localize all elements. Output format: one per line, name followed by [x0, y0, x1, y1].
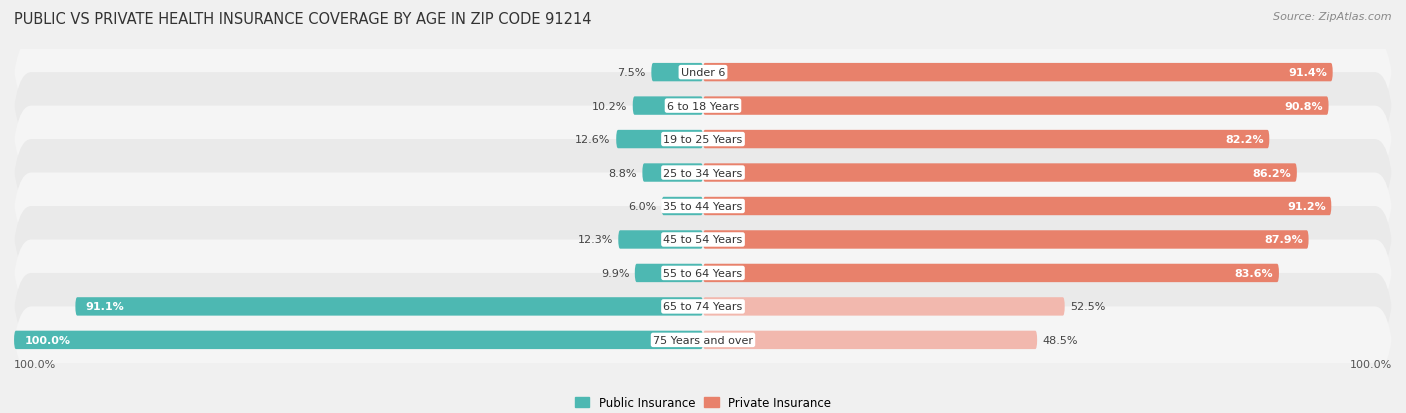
FancyBboxPatch shape — [11, 6, 1395, 140]
FancyBboxPatch shape — [703, 131, 1270, 149]
Text: Source: ZipAtlas.com: Source: ZipAtlas.com — [1274, 12, 1392, 22]
FancyBboxPatch shape — [662, 197, 703, 216]
Legend: Public Insurance, Private Insurance: Public Insurance, Private Insurance — [571, 392, 835, 413]
FancyBboxPatch shape — [643, 164, 703, 182]
Text: 48.5%: 48.5% — [1043, 335, 1078, 345]
Text: PUBLIC VS PRIVATE HEALTH INSURANCE COVERAGE BY AGE IN ZIP CODE 91214: PUBLIC VS PRIVATE HEALTH INSURANCE COVER… — [14, 12, 592, 27]
Text: 100.0%: 100.0% — [14, 359, 56, 369]
Text: 6.0%: 6.0% — [628, 202, 657, 211]
Text: 8.8%: 8.8% — [609, 168, 637, 178]
FancyBboxPatch shape — [703, 264, 1279, 282]
Text: 25 to 34 Years: 25 to 34 Years — [664, 168, 742, 178]
Text: 19 to 25 Years: 19 to 25 Years — [664, 135, 742, 145]
Text: 52.5%: 52.5% — [1070, 301, 1105, 312]
FancyBboxPatch shape — [11, 173, 1395, 307]
FancyBboxPatch shape — [11, 40, 1395, 173]
Text: 12.3%: 12.3% — [578, 235, 613, 245]
FancyBboxPatch shape — [633, 97, 703, 116]
Text: 10.2%: 10.2% — [592, 101, 627, 112]
FancyBboxPatch shape — [651, 64, 703, 82]
FancyBboxPatch shape — [619, 231, 703, 249]
FancyBboxPatch shape — [11, 106, 1395, 240]
Text: 45 to 54 Years: 45 to 54 Years — [664, 235, 742, 245]
FancyBboxPatch shape — [11, 273, 1395, 407]
Text: 75 Years and over: 75 Years and over — [652, 335, 754, 345]
FancyBboxPatch shape — [14, 331, 703, 349]
FancyBboxPatch shape — [76, 297, 703, 316]
Text: 90.8%: 90.8% — [1285, 101, 1323, 112]
Text: 100.0%: 100.0% — [1350, 359, 1392, 369]
Text: Under 6: Under 6 — [681, 68, 725, 78]
FancyBboxPatch shape — [616, 131, 703, 149]
FancyBboxPatch shape — [11, 240, 1395, 373]
Text: 83.6%: 83.6% — [1234, 268, 1274, 278]
Text: 100.0%: 100.0% — [24, 335, 70, 345]
Text: 6 to 18 Years: 6 to 18 Years — [666, 101, 740, 112]
Text: 91.4%: 91.4% — [1288, 68, 1327, 78]
FancyBboxPatch shape — [703, 97, 1329, 116]
Text: 86.2%: 86.2% — [1253, 168, 1291, 178]
FancyBboxPatch shape — [11, 73, 1395, 206]
Text: 91.2%: 91.2% — [1286, 202, 1326, 211]
Text: 87.9%: 87.9% — [1264, 235, 1303, 245]
Text: 9.9%: 9.9% — [600, 268, 630, 278]
FancyBboxPatch shape — [703, 331, 1038, 349]
Text: 55 to 64 Years: 55 to 64 Years — [664, 268, 742, 278]
FancyBboxPatch shape — [11, 206, 1395, 340]
Text: 91.1%: 91.1% — [86, 301, 125, 312]
FancyBboxPatch shape — [11, 140, 1395, 273]
FancyBboxPatch shape — [703, 297, 1064, 316]
Text: 65 to 74 Years: 65 to 74 Years — [664, 301, 742, 312]
FancyBboxPatch shape — [703, 231, 1309, 249]
Text: 82.2%: 82.2% — [1225, 135, 1264, 145]
FancyBboxPatch shape — [703, 197, 1331, 216]
Text: 35 to 44 Years: 35 to 44 Years — [664, 202, 742, 211]
FancyBboxPatch shape — [703, 164, 1296, 182]
FancyBboxPatch shape — [634, 264, 703, 282]
Text: 7.5%: 7.5% — [617, 68, 645, 78]
FancyBboxPatch shape — [703, 64, 1333, 82]
Text: 12.6%: 12.6% — [575, 135, 610, 145]
